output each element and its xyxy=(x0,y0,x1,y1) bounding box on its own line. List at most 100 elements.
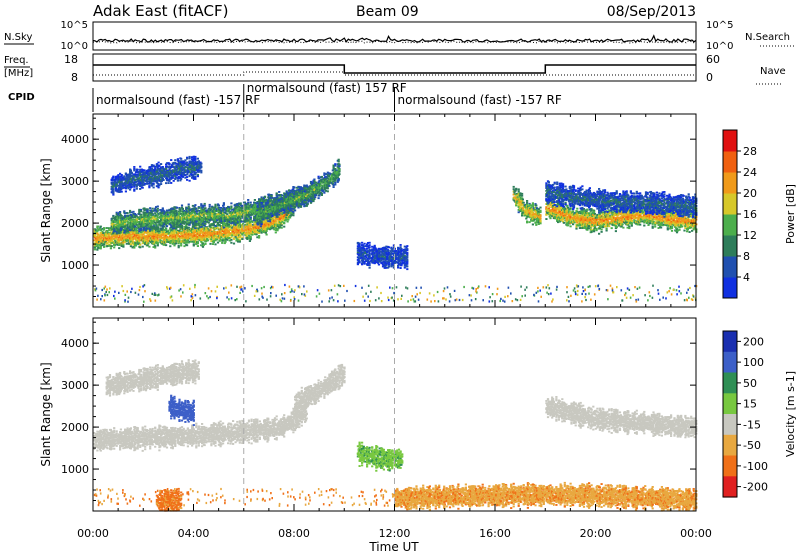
scatter-cell xyxy=(143,169,146,172)
scatter-cell xyxy=(170,182,173,184)
scatter-cell xyxy=(274,221,277,224)
scatter-cell xyxy=(110,231,113,234)
scatter-cell xyxy=(222,234,225,236)
scatter-cell xyxy=(138,240,141,243)
scatter-cell xyxy=(165,231,168,234)
scatter-cell xyxy=(113,246,116,249)
scatter-cell xyxy=(146,227,149,230)
scatter-cell xyxy=(249,223,252,226)
scatter-cell xyxy=(186,241,189,244)
scatter-cell xyxy=(243,224,246,227)
scatter-cell xyxy=(258,232,261,234)
scatter-cell xyxy=(186,176,189,178)
scatter-cell xyxy=(276,223,279,226)
scatter-cell xyxy=(187,226,190,229)
scatter-cell xyxy=(124,190,127,193)
scatter-cell xyxy=(97,243,100,246)
scatter-cell xyxy=(119,220,122,222)
scatter-cell xyxy=(197,227,200,230)
scatter-cell xyxy=(186,173,189,176)
scatter-cell xyxy=(228,234,231,236)
scatter-cell xyxy=(255,233,258,236)
scatter-cell xyxy=(158,232,161,235)
scatter-cell xyxy=(177,231,180,234)
scatter-cell xyxy=(203,202,206,205)
scatter-cell xyxy=(112,219,115,222)
scatter-cell xyxy=(274,227,277,229)
scatter-cell xyxy=(258,236,261,239)
scatter-cell xyxy=(188,157,191,160)
scatter-cell xyxy=(195,228,198,231)
scatter-cell xyxy=(210,223,213,225)
scatter-cell xyxy=(169,245,172,248)
scatter-cell xyxy=(253,199,256,201)
scatter-cell xyxy=(292,212,295,215)
scatter-cell xyxy=(101,230,104,233)
scatter-cell xyxy=(209,242,212,245)
scatter-cell xyxy=(196,175,199,178)
scatter-cell xyxy=(133,166,136,168)
scatter-cell xyxy=(133,246,136,249)
nsky-label: N.Sky xyxy=(4,32,32,43)
scatter-cell xyxy=(268,197,272,199)
scatter-cell xyxy=(206,235,209,238)
beam-title: Beam 09 xyxy=(356,4,419,20)
scatter-cell xyxy=(289,216,292,219)
scatter-cell xyxy=(162,179,165,181)
freq-tick-high: 18 xyxy=(64,53,78,66)
scatter-cell xyxy=(264,227,267,229)
scatter-cell xyxy=(209,227,212,230)
scatter-cell xyxy=(126,235,129,238)
date-title: 08/Sep/2013 xyxy=(607,4,696,20)
scatter-cell xyxy=(132,210,135,213)
scatter-cell xyxy=(132,229,135,232)
scatter-cell xyxy=(219,238,222,241)
scatter-cell xyxy=(260,223,263,226)
scatter-cell xyxy=(186,161,189,164)
scatter-cell xyxy=(283,216,286,218)
scatter-cell xyxy=(255,232,258,235)
scatter-cell xyxy=(235,227,238,230)
scatter-cell xyxy=(176,179,179,182)
scatter-cell xyxy=(237,227,241,230)
scatter-cell xyxy=(258,229,261,231)
scatter-cell xyxy=(217,228,220,231)
scatter-cell xyxy=(200,171,203,174)
scatter-cell xyxy=(151,227,154,230)
scatter-cell xyxy=(135,185,138,188)
scatter-cell xyxy=(244,220,247,223)
scatter-cell xyxy=(192,243,195,246)
scatter-cell xyxy=(175,228,178,231)
scatter-cell xyxy=(135,227,138,230)
scatter-cell xyxy=(270,216,273,219)
scatter-cell xyxy=(180,244,183,247)
scatter-cell xyxy=(201,233,205,236)
scatter-cell xyxy=(281,220,284,223)
scatter-cell xyxy=(198,226,201,229)
scatter-cell xyxy=(95,231,98,234)
scatter-cell xyxy=(182,234,185,237)
scatter-cell xyxy=(227,229,230,232)
scatter-cell xyxy=(139,243,142,246)
scatter-cell xyxy=(248,229,251,232)
scatter-cell xyxy=(237,240,240,243)
scatter-cell xyxy=(214,243,217,246)
scatter-cell xyxy=(221,242,224,244)
scatter-cell xyxy=(144,237,147,240)
scatter-cell xyxy=(212,224,215,227)
scatter-cell xyxy=(126,233,129,236)
scatter-cell xyxy=(170,236,174,239)
scatter-cell xyxy=(202,237,205,240)
scatter-cell xyxy=(276,216,279,218)
scatter-cell xyxy=(233,234,236,237)
scatter-cell xyxy=(118,224,121,227)
scatter-cell xyxy=(127,239,130,241)
scatter-cell xyxy=(106,237,109,240)
scatter-cell xyxy=(200,226,203,228)
scatter-cell xyxy=(205,236,208,239)
scatter-cell xyxy=(110,237,113,239)
scatter-cell xyxy=(128,232,131,235)
scatter-cell xyxy=(120,231,123,234)
scatter-cell xyxy=(202,244,205,246)
scatter-cell xyxy=(285,216,288,219)
